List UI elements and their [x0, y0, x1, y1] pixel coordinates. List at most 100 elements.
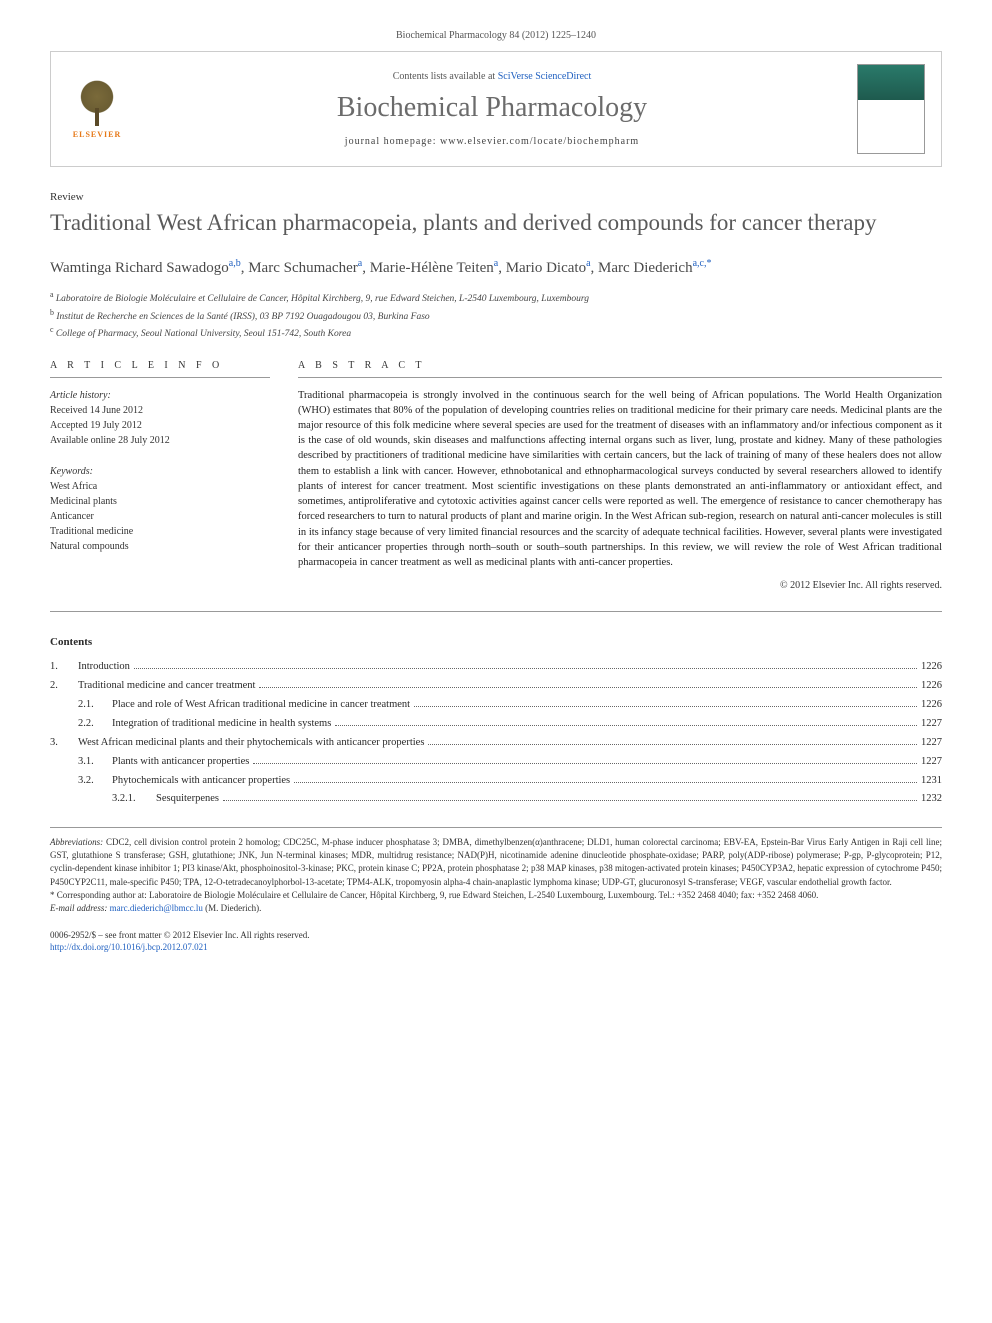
toc-leader-dots — [223, 800, 917, 801]
sciencedirect-link[interactable]: SciVerse ScienceDirect — [498, 71, 592, 82]
toc-item[interactable]: 2.2. Integration of traditional medicine… — [50, 715, 942, 734]
toc-number: 3. — [50, 734, 78, 753]
contents-prefix: Contents lists available at — [393, 71, 498, 82]
homepage-url[interactable]: www.elsevier.com/locate/biochempharm — [440, 136, 639, 147]
elsevier-label: ELSEVIER — [73, 130, 121, 139]
corresponding-text: Laboratoire de Biologie Moléculaire et C… — [149, 890, 818, 900]
toc-item[interactable]: 2.1. Place and role of West African trad… — [50, 696, 942, 715]
toc-label: Integration of traditional medicine in h… — [112, 715, 331, 734]
abbreviations-label: Abbreviations: — [50, 837, 103, 847]
toc-page: 1227 — [921, 715, 942, 734]
toc-item[interactable]: 3.1. Plants with anticancer properties 1… — [50, 753, 942, 772]
toc-item[interactable]: 2. Traditional medicine and cancer treat… — [50, 677, 942, 696]
toc-number: 3.1. — [78, 753, 112, 772]
history-label: Article history: — [50, 388, 270, 403]
journal-cover-thumbnail — [857, 64, 925, 154]
abstract-copyright: © 2012 Elsevier Inc. All rights reserved… — [298, 580, 942, 591]
keyword: West Africa — [50, 479, 270, 494]
keywords-label: Keywords: — [50, 464, 270, 479]
author: Marie-Hélène Teitena — [370, 260, 498, 276]
toc-label: Introduction — [78, 658, 130, 677]
homepage-line: journal homepage: www.elsevier.com/locat… — [127, 136, 857, 147]
toc-page: 1227 — [921, 734, 942, 753]
toc-number: 3.2. — [78, 772, 112, 791]
keyword: Anticancer — [50, 509, 270, 524]
article-info-column: A R T I C L E I N F O Article history: R… — [50, 360, 270, 592]
footnotes: Abbreviations: CDC2, cell division contr… — [50, 827, 942, 914]
author-affil-sup: a — [494, 258, 498, 269]
header-center: Contents lists available at SciVerse Sci… — [127, 71, 857, 147]
toc-label: Place and role of West African tradition… — [112, 696, 410, 715]
history-line: Received 14 June 2012 — [50, 403, 270, 418]
email-link[interactable]: marc.diederich@lbmcc.lu — [110, 903, 203, 913]
toc-leader-dots — [335, 725, 917, 726]
toc-page: 1232 — [921, 790, 942, 809]
history-line: Accepted 19 July 2012 — [50, 418, 270, 433]
author: Marc Schumachera — [248, 260, 362, 276]
corresponding-label: * Corresponding author at: — [50, 890, 147, 900]
toc-number: 2. — [50, 677, 78, 696]
toc-label: Plants with anticancer properties — [112, 753, 249, 772]
email-paragraph: E-mail address: marc.diederich@lbmcc.lu … — [50, 902, 942, 915]
toc-page: 1231 — [921, 772, 942, 791]
elsevier-tree-icon — [73, 80, 121, 128]
toc-label: Traditional medicine and cancer treatmen… — [78, 677, 255, 696]
toc-number: 2.1. — [78, 696, 112, 715]
toc-number: 3.2.1. — [112, 790, 156, 809]
toc-leader-dots — [294, 782, 917, 783]
toc-leader-dots — [134, 668, 917, 669]
toc-item[interactable]: 1. Introduction 1226 — [50, 658, 942, 677]
homepage-prefix: journal homepage: — [345, 136, 440, 147]
doi-block: 0006-2952/$ – see front matter © 2012 El… — [50, 929, 942, 954]
author-affil-sup: a — [358, 258, 362, 269]
email-label: E-mail address: — [50, 903, 107, 913]
keyword: Medicinal plants — [50, 494, 270, 509]
article-title: Traditional West African pharmacopeia, p… — [50, 209, 942, 238]
toc-number: 1. — [50, 658, 78, 677]
toc-page: 1226 — [921, 677, 942, 696]
abstract-column: A B S T R A C T Traditional pharmacopeia… — [298, 360, 942, 592]
elsevier-logo: ELSEVIER — [67, 74, 127, 144]
abstract-text: Traditional pharmacopeia is strongly inv… — [298, 388, 942, 571]
email-suffix: (M. Diederich). — [205, 903, 261, 913]
toc-page: 1227 — [921, 753, 942, 772]
toc-item[interactable]: 3.2. Phytochemicals with anticancer prop… — [50, 772, 942, 791]
author-list: Wamtinga Richard Sawadogoa,b, Marc Schum… — [50, 256, 942, 280]
toc-leader-dots — [259, 687, 917, 688]
toc-item[interactable]: 3.2.1. Sesquiterpenes 1232 — [50, 790, 942, 809]
toc-leader-dots — [414, 706, 917, 707]
keyword: Traditional medicine — [50, 524, 270, 539]
article-info-label: A R T I C L E I N F O — [50, 360, 270, 378]
keywords-block: Keywords: West AfricaMedicinal plantsAnt… — [50, 464, 270, 554]
citation-line: Biochemical Pharmacology 84 (2012) 1225–… — [50, 30, 942, 41]
abbreviations-paragraph: Abbreviations: CDC2, cell division contr… — [50, 836, 942, 888]
author-affil-sup: a — [586, 258, 590, 269]
toc-page: 1226 — [921, 658, 942, 677]
doi-link[interactable]: http://dx.doi.org/10.1016/j.bcp.2012.07.… — [50, 941, 942, 954]
contents-available-line: Contents lists available at SciVerse Sci… — [127, 71, 857, 82]
contents-heading: Contents — [50, 636, 942, 648]
toc-item[interactable]: 3. West African medicinal plants and the… — [50, 734, 942, 753]
corresponding-author-paragraph: * Corresponding author at: Laboratoire d… — [50, 889, 942, 902]
toc-leader-dots — [253, 763, 917, 764]
journal-header-box: ELSEVIER Contents lists available at Sci… — [50, 51, 942, 167]
author: Marc Diedericha,c,* — [598, 260, 711, 276]
toc-label: Sesquiterpenes — [156, 790, 219, 809]
author: Mario Dicatoa — [506, 260, 591, 276]
keyword: Natural compounds — [50, 539, 270, 554]
author-affil-sup: a,c,* — [693, 258, 712, 269]
toc-label: West African medicinal plants and their … — [78, 734, 424, 753]
history-line: Available online 28 July 2012 — [50, 433, 270, 448]
affiliation-line: c College of Pharmacy, Seoul National Un… — [50, 324, 942, 341]
toc-page: 1226 — [921, 696, 942, 715]
front-matter-line: 0006-2952/$ – see front matter © 2012 El… — [50, 929, 942, 942]
affiliation-line: b Institut de Recherche en Sciences de l… — [50, 307, 942, 324]
abstract-label: A B S T R A C T — [298, 360, 942, 378]
journal-title: Biochemical Pharmacology — [127, 92, 857, 124]
toc-number: 2.2. — [78, 715, 112, 734]
article-history: Article history: Received 14 June 2012Ac… — [50, 388, 270, 448]
affiliation-line: a Laboratoire de Biologie Moléculaire et… — [50, 289, 942, 306]
affiliation-list: a Laboratoire de Biologie Moléculaire et… — [50, 289, 942, 341]
article-type: Review — [50, 191, 942, 203]
author: Wamtinga Richard Sawadogoa,b — [50, 260, 241, 276]
